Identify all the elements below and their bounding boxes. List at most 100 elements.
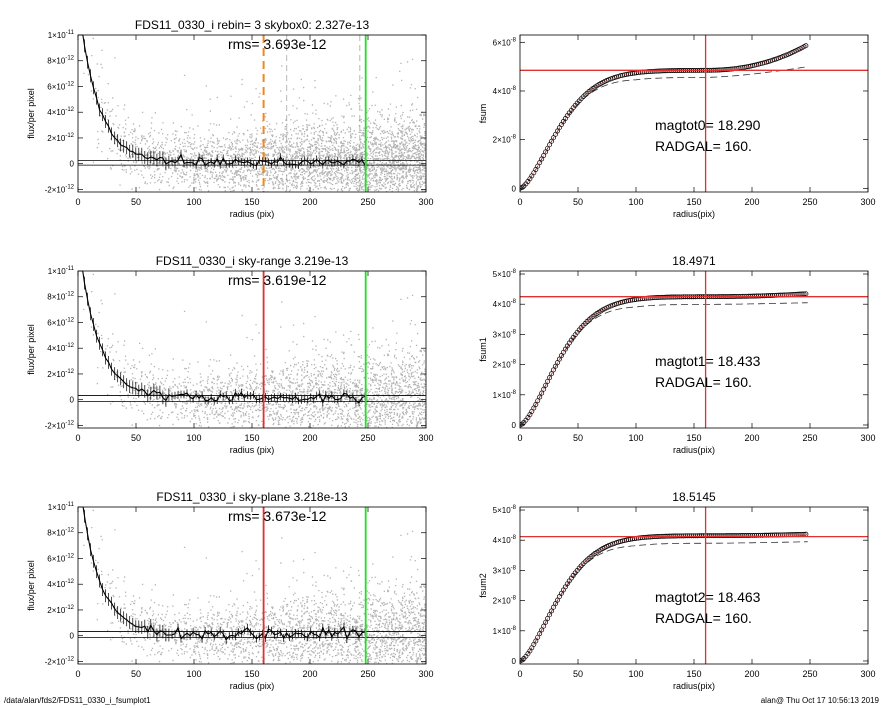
chart-title: FDS11_0330_i sky-range 3.219e-13 bbox=[156, 254, 349, 268]
x-tick-label: 200 bbox=[302, 433, 317, 443]
y-tick-label: 1×10-8 bbox=[493, 626, 517, 636]
fsum-point bbox=[543, 619, 549, 625]
y-tick-label: 2×10-12 bbox=[47, 605, 74, 615]
chart-title: FDS11_0330_i sky-plane 3.218e-13 bbox=[156, 490, 348, 504]
y-axis-label: fsum2 bbox=[478, 573, 488, 598]
x-tick-label: 250 bbox=[802, 197, 817, 207]
x-tick-label: 150 bbox=[686, 197, 701, 207]
footer-stamp: alan@ Thu Oct 17 10:56:13 2019 bbox=[760, 696, 879, 705]
y-tick-label: 2×10-8 bbox=[493, 596, 517, 606]
chart-title: FDS11_0330_i rebin= 3 skybox0: 2.327e-13 bbox=[135, 18, 370, 32]
y-tick-label: 4×10-12 bbox=[47, 107, 74, 117]
y-tick-label: 6×10-12 bbox=[47, 553, 74, 563]
rms-annotation: rms= 3.673e-12 bbox=[228, 508, 327, 524]
x-tick-label: 250 bbox=[360, 197, 375, 207]
fit-annotation: RADGAL= 160. bbox=[655, 374, 752, 390]
plot-area bbox=[520, 271, 868, 428]
x-tick-label: 150 bbox=[244, 669, 259, 679]
y-tick-label: 2×10-12 bbox=[47, 133, 74, 143]
y-tick-label: 2×10-8 bbox=[493, 360, 517, 370]
pixel-scatter bbox=[83, 273, 426, 428]
fit-annotation: magtot2= 18.463 bbox=[655, 589, 761, 605]
x-tick-label: 300 bbox=[860, 197, 875, 207]
x-tick-label: 0 bbox=[75, 197, 80, 207]
mean-profile bbox=[82, 271, 366, 405]
x-tick-label: 150 bbox=[244, 433, 259, 443]
fsum-point bbox=[541, 623, 547, 629]
x-tick-label: 300 bbox=[860, 433, 875, 443]
chart-p2: 0 50 100 150 200 250 300 0 2×10-8 4×10-8 6×10-8 rad… bbox=[478, 34, 876, 219]
x-tick-label: 150 bbox=[686, 433, 701, 443]
fsum-point bbox=[547, 375, 553, 381]
x-tick-label: 50 bbox=[131, 669, 141, 679]
fsum-dashed-curve bbox=[520, 541, 808, 662]
fsum-point bbox=[541, 386, 547, 392]
x-tick-label: 300 bbox=[418, 197, 433, 207]
x-tick-label: 200 bbox=[744, 669, 759, 679]
x-tick-label: 0 bbox=[75, 433, 80, 443]
y-tick-label: 5×10-8 bbox=[493, 505, 517, 515]
fsum-point bbox=[551, 367, 556, 373]
plot-area bbox=[78, 507, 426, 664]
y-tick-label: 4×10-8 bbox=[493, 86, 517, 96]
y-tick-label: 4×10-12 bbox=[47, 343, 74, 353]
x-tick-label: 300 bbox=[418, 669, 433, 679]
y-tick-label: 0 bbox=[512, 657, 517, 666]
mean-profile bbox=[82, 35, 366, 167]
x-tick-label: 250 bbox=[802, 669, 817, 679]
fsum-point bbox=[553, 363, 558, 369]
x-tick-label: 200 bbox=[302, 669, 317, 679]
fsum-point bbox=[549, 608, 555, 614]
chart-p1: 0 50 100 150 200 250 300-2×10-1202×10-124×10-1… bbox=[26, 18, 434, 219]
x-tick-label: 100 bbox=[186, 197, 201, 207]
chart-p3: 0 50 100 150 200 250 300-2×10-1202×10-124×10-1… bbox=[26, 254, 434, 455]
x-tick-label: 100 bbox=[186, 433, 201, 443]
y-tick-label: 6×10-12 bbox=[47, 317, 74, 327]
fsum-point bbox=[803, 43, 809, 49]
fsum-point bbox=[543, 149, 549, 155]
x-axis-label: radius(pix) bbox=[673, 445, 715, 455]
x-tick-label: 200 bbox=[744, 197, 759, 207]
y-tick-label: 6×10-12 bbox=[47, 81, 74, 91]
footer-path: /data/alan/fds2/FDS11_0330_i_fsumplot1 bbox=[4, 696, 151, 705]
plot-frame bbox=[519, 506, 869, 665]
plot-area bbox=[78, 35, 426, 192]
fit-annotation: magtot1= 18.433 bbox=[655, 353, 761, 369]
y-tick-label: 8×10-12 bbox=[47, 528, 74, 538]
x-tick-label: 200 bbox=[744, 433, 759, 443]
x-tick-label: 100 bbox=[186, 669, 201, 679]
x-tick-label: 0 bbox=[517, 197, 522, 207]
y-axis-label: fsum1 bbox=[478, 337, 488, 362]
y-tick-label: 4×10-12 bbox=[47, 579, 74, 589]
y-tick-label: -2×10-12 bbox=[45, 656, 75, 666]
y-tick-label: 3×10-8 bbox=[493, 329, 517, 339]
rms-annotation: rms= 3.619e-12 bbox=[228, 272, 327, 288]
fsum-point bbox=[547, 612, 553, 618]
y-tick-label: 0 bbox=[70, 396, 75, 405]
x-tick-label: 300 bbox=[418, 433, 433, 443]
x-tick-label: 150 bbox=[686, 669, 701, 679]
x-axis-label: radius (pix) bbox=[230, 209, 275, 219]
x-tick-label: 50 bbox=[573, 433, 583, 443]
plot-area bbox=[520, 35, 868, 192]
chart-title: 18.4971 bbox=[672, 254, 716, 268]
y-tick-label: 2×10-12 bbox=[47, 369, 74, 379]
x-tick-label: 0 bbox=[75, 669, 80, 679]
fsum-dashed-curve bbox=[520, 66, 808, 189]
y-tick-label: 3×10-8 bbox=[493, 565, 517, 575]
fsum-point bbox=[549, 371, 555, 377]
x-tick-label: 100 bbox=[628, 197, 643, 207]
y-tick-label: 0 bbox=[512, 421, 517, 430]
plot-area bbox=[520, 507, 868, 664]
fsum-point bbox=[543, 382, 549, 388]
x-tick-label: 50 bbox=[131, 433, 141, 443]
x-tick-label: 250 bbox=[802, 433, 817, 443]
plot-frame bbox=[519, 34, 869, 193]
fsum-point bbox=[535, 398, 541, 404]
scatter-points bbox=[83, 509, 426, 664]
fsum-point bbox=[539, 390, 545, 396]
y-tick-label: -2×10-12 bbox=[45, 184, 75, 194]
chart-p6: 0 50 100 150 200 250 300 0 1×10-8 2×10-8 3×10-8 4×1… bbox=[478, 490, 876, 691]
y-tick-label: 0 bbox=[70, 160, 75, 169]
